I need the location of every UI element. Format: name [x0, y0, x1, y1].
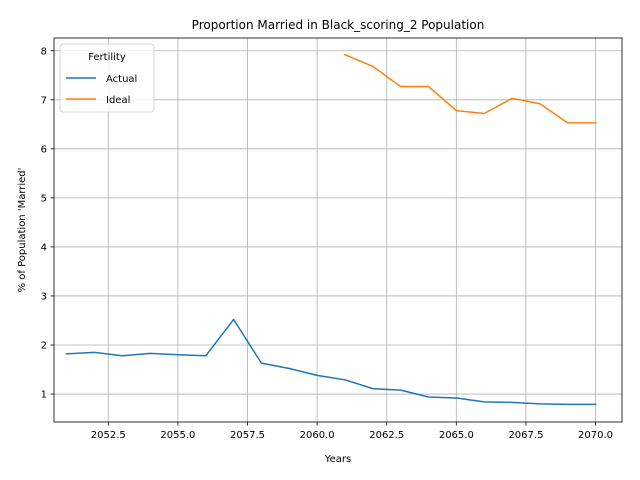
- x-axis-ticks: 2052.5 2055.0 2057.5 2060.0 2062.5 2065.0 2067…: [91, 422, 613, 441]
- y-axis-ticks: 1 2 3 4 5 6 7 8: [41, 46, 54, 401]
- x-tick-label: 2065.0: [439, 430, 474, 441]
- x-tick-label: 2057.5: [230, 430, 265, 441]
- legend-label-actual: Actual: [106, 74, 137, 85]
- x-tick-label: 2070.0: [578, 430, 613, 441]
- legend-box: [59, 43, 155, 113]
- y-tick-label: 6: [41, 144, 47, 155]
- y-tick-label: 2: [41, 341, 47, 352]
- x-tick-label: 2067.5: [508, 430, 543, 441]
- plot-frame: [53, 37, 623, 423]
- y-tick-label: 3: [41, 291, 47, 302]
- x-tick-label: 2055.0: [160, 430, 195, 441]
- legend-title: Fertility: [88, 52, 126, 63]
- series-line-ideal: [343, 53, 597, 124]
- grid: [54, 38, 622, 422]
- y-axis-label: % of Population 'Married': [17, 168, 28, 293]
- series-lines: [65, 53, 597, 406]
- x-tick-label: 2060.0: [300, 430, 335, 441]
- x-tick-label: 2052.5: [91, 430, 126, 441]
- x-axis-label: Years: [324, 454, 351, 465]
- legend-label-ideal: Ideal: [106, 95, 130, 106]
- legend: Fertility Actual Ideal: [59, 43, 155, 113]
- series-line-actual: [65, 318, 597, 406]
- y-tick-label: 8: [41, 46, 47, 57]
- x-tick-label: 2062.5: [369, 430, 404, 441]
- y-tick-label: 5: [41, 193, 47, 204]
- y-tick-label: 7: [41, 95, 47, 106]
- chart-title: Proportion Married in Black_scoring_2 Po…: [192, 18, 485, 32]
- y-tick-label: 4: [41, 242, 47, 253]
- y-tick-label: 1: [41, 390, 47, 401]
